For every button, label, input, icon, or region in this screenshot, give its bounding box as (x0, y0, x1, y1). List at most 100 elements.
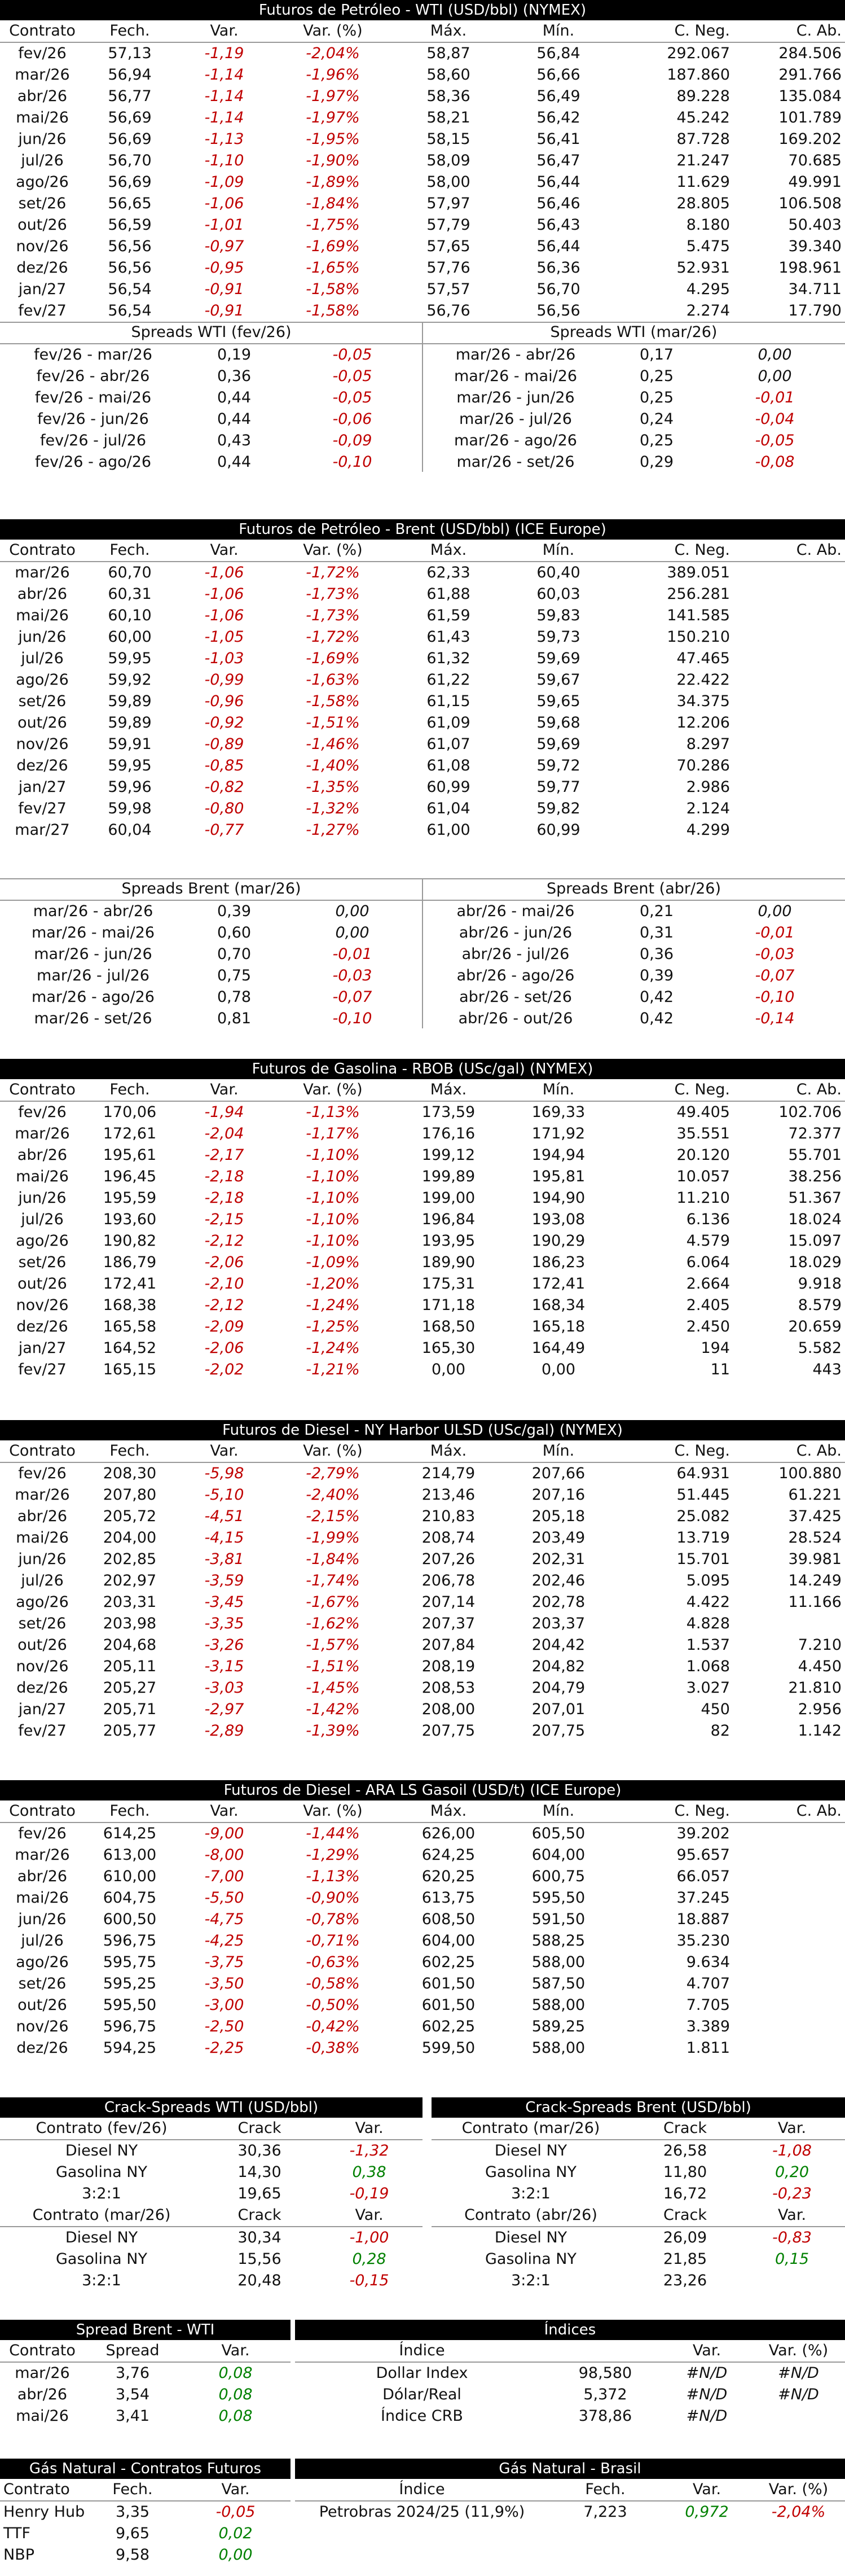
gasoil-section: Futuros de Diesel - ARA LS Gasoil (USD/t… (0, 1780, 845, 2059)
table-row: set/26 186,79 -2,06 -1,09% 189,90 186,23 6.064… (0, 1252, 845, 1273)
table-cell: 186,23 (531, 1254, 586, 1271)
crack-cell: 11,80 (663, 2163, 707, 2181)
table-cell: dez/26 (16, 757, 68, 774)
table-cell: -1,10% (306, 1189, 360, 1207)
crack-row: 3:2:1 20,48 -0,15 (0, 2270, 422, 2292)
small-table-cell (752, 2406, 845, 2427)
table-cell: 18.029 (788, 1254, 842, 1271)
table-cell: 56,66 (536, 66, 580, 84)
crack-cell (740, 2270, 844, 2292)
crack-header: Contrato (abr/26) Crack Var. (432, 2205, 845, 2227)
table-cell: 59,77 (536, 778, 580, 796)
table-cell: -0,91 (204, 302, 244, 319)
table-cell: jan/27 (18, 778, 67, 796)
table-row: out/26 172,41 -2,10 -1,20% 175,31 172,41 2.664… (0, 1273, 845, 1295)
crack-cell: 3:2:1 (511, 2272, 551, 2289)
table-cell: -1,29% (306, 1846, 360, 1864)
table-row: fev/26 170,06 -1,94 -1,13% 173,59 169,33 49.40… (0, 1102, 845, 1123)
table-cell: -1,69% (306, 650, 360, 667)
table-cell: 165,15 (103, 1361, 157, 1378)
small-table-cell: Dólar/Real (382, 2386, 461, 2403)
table-cell: 4.295 (686, 281, 730, 298)
table-cell: 2.405 (686, 1296, 730, 1314)
column-header: C. Neg. (674, 1802, 730, 1820)
table-cell: 60,70 (108, 564, 152, 581)
table-cell: mai/26 (16, 1529, 69, 1547)
column-header: C. Ab. (796, 1802, 842, 1820)
table-cell: jul/26 (21, 1932, 64, 1949)
table-cell: 21.810 (788, 1679, 842, 1697)
crack-title: Crack-Spreads Brent (USD/bbl) (432, 2097, 845, 2118)
table-cell: 58,21 (426, 109, 470, 126)
small-table-header: Contrato Spread Var. (0, 2340, 291, 2363)
crack-cell: Diesel NY (494, 2142, 567, 2159)
spread-row: mar/26 - abr/26 0,39 0,00 (0, 901, 422, 922)
table-cell: -3,50 (204, 1975, 244, 1992)
table-cell: 57,79 (426, 216, 470, 234)
table-cell: -0,71% (306, 1932, 360, 1949)
table-cell: -0,90% (306, 1889, 360, 1907)
table-cell: 56,56 (536, 302, 580, 319)
table-row: jan/27 59,96 -0,82 -1,35% 60,99 59,77 2.986 (0, 777, 845, 798)
table-cell: 61,43 (426, 628, 470, 646)
table-cell: 60,40 (536, 564, 580, 581)
column-header: Mín. (542, 1081, 575, 1098)
table-cell: 59,83 (536, 607, 580, 624)
spread-cell: mar/26 - jul/26 (459, 410, 572, 428)
table-cell: 59,89 (108, 693, 152, 710)
table-cell: 59,95 (108, 757, 152, 774)
table-cell: -1,58% (306, 302, 360, 319)
table-cell (733, 734, 845, 755)
table-cell: 95.657 (676, 1846, 730, 1864)
column-header: Var. (355, 2206, 384, 2224)
table-cell: 5.095 (686, 1572, 730, 1589)
table-cell: -1,62% (306, 1615, 360, 1632)
table-cell: 194,90 (531, 1189, 586, 1207)
table-cell: 59,92 (108, 671, 152, 689)
table-cell (733, 777, 845, 798)
column-header: Mín. (542, 1802, 575, 1820)
table-cell: -1,24% (306, 1339, 360, 1357)
table-cell: -1,90% (306, 152, 360, 169)
spread-cell: abr/26 - out/26 (458, 1010, 573, 1027)
table-cell: 190,29 (531, 1232, 586, 1250)
small-table-cell: Petrobras 2024/25 (11,9%) (319, 2503, 525, 2521)
gasoil-rows: fev/26 614,25 -9,00 -1,44% 626,00 605,50 39.20… (0, 1823, 845, 2059)
spread-cell: mar/26 - set/26 (34, 1010, 152, 1027)
table-cell: 141.585 (667, 607, 730, 624)
crack-row: Diesel NY 26,09 -0,83 (432, 2227, 845, 2249)
table-cell: 589,25 (531, 2018, 586, 2035)
table-cell: -2,10 (204, 1275, 244, 1293)
table-cell: 1.537 (686, 1636, 730, 1654)
crack-title: Crack-Spreads WTI (USD/bbl) (0, 2097, 422, 2118)
small-table-cell: 98,580 (578, 2364, 632, 2382)
table-cell: -1,03 (204, 650, 244, 667)
table-cell: 59,69 (536, 735, 580, 753)
small-table-row: Dólar/Real 5,372 #N/D #N/D (295, 2384, 845, 2406)
table-cell: 28.524 (788, 1529, 842, 1547)
crack-row: Gasolina NY 11,80 0,20 (432, 2162, 845, 2183)
brent-section: Futuros de Petróleo - Brent (USD/bbl) (I… (0, 519, 845, 841)
spread-cell: fev/26 - ago/26 (34, 453, 152, 471)
table-cell: -1,73% (306, 585, 360, 603)
table-cell: 198.961 (778, 259, 842, 277)
table-cell: mai/26 (16, 1168, 69, 1185)
table-cell: -1,40% (306, 757, 360, 774)
table-cell: -1,06 (204, 195, 244, 212)
table-cell: 208,74 (421, 1529, 476, 1547)
table-cell: -2,04 (204, 1125, 244, 1142)
column-header: Var. (221, 2481, 250, 2498)
table-cell: 39.202 (676, 1825, 730, 1842)
column-header: Var. (210, 1442, 239, 1460)
table-cell: 61.221 (788, 1486, 842, 1504)
small-table-cell: 0,972 (685, 2503, 729, 2521)
column-header: Fech. (112, 2481, 153, 2498)
table-cell: fev/27 (18, 302, 67, 319)
table-cell: 587,50 (531, 1975, 586, 1992)
table-cell: 55.701 (788, 1146, 842, 1164)
column-header: Máx. (430, 1802, 467, 1820)
table-row: nov/26 596,75 -2,50 -0,42% 602,25 589,25 3.389 (0, 2016, 845, 2038)
spreads-left: Spreads Brent (mar/26) mar/26 - abr/26 0,3… (0, 878, 422, 1029)
table-row: abr/26 610,00 -7,00 -1,13% 620,25 600,75 66.05… (0, 1866, 845, 1887)
table-cell: 13.719 (676, 1529, 730, 1547)
